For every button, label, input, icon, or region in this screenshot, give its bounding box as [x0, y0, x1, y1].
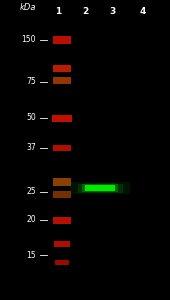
- Bar: [82, 184, 118, 192]
- Bar: [70, 182, 130, 194]
- Text: 20: 20: [26, 215, 36, 224]
- Bar: [53, 64, 71, 71]
- Text: 2: 2: [82, 8, 88, 16]
- Text: 3: 3: [109, 8, 115, 16]
- Text: 15: 15: [26, 250, 36, 260]
- Bar: [53, 36, 71, 44]
- Bar: [52, 115, 72, 122]
- Text: 50: 50: [26, 113, 36, 122]
- Text: 4: 4: [140, 8, 146, 16]
- Text: 25: 25: [26, 188, 36, 196]
- Bar: [53, 217, 71, 224]
- Text: 150: 150: [21, 35, 36, 44]
- Text: 37: 37: [26, 143, 36, 152]
- Bar: [85, 185, 115, 191]
- Bar: [78, 184, 123, 193]
- Bar: [53, 145, 71, 151]
- Text: kDa: kDa: [20, 4, 36, 13]
- Bar: [53, 76, 71, 83]
- Bar: [53, 178, 71, 186]
- Bar: [55, 260, 69, 265]
- Text: 75: 75: [26, 77, 36, 86]
- Text: 1: 1: [55, 8, 61, 16]
- Bar: [53, 190, 71, 197]
- Bar: [54, 241, 70, 247]
